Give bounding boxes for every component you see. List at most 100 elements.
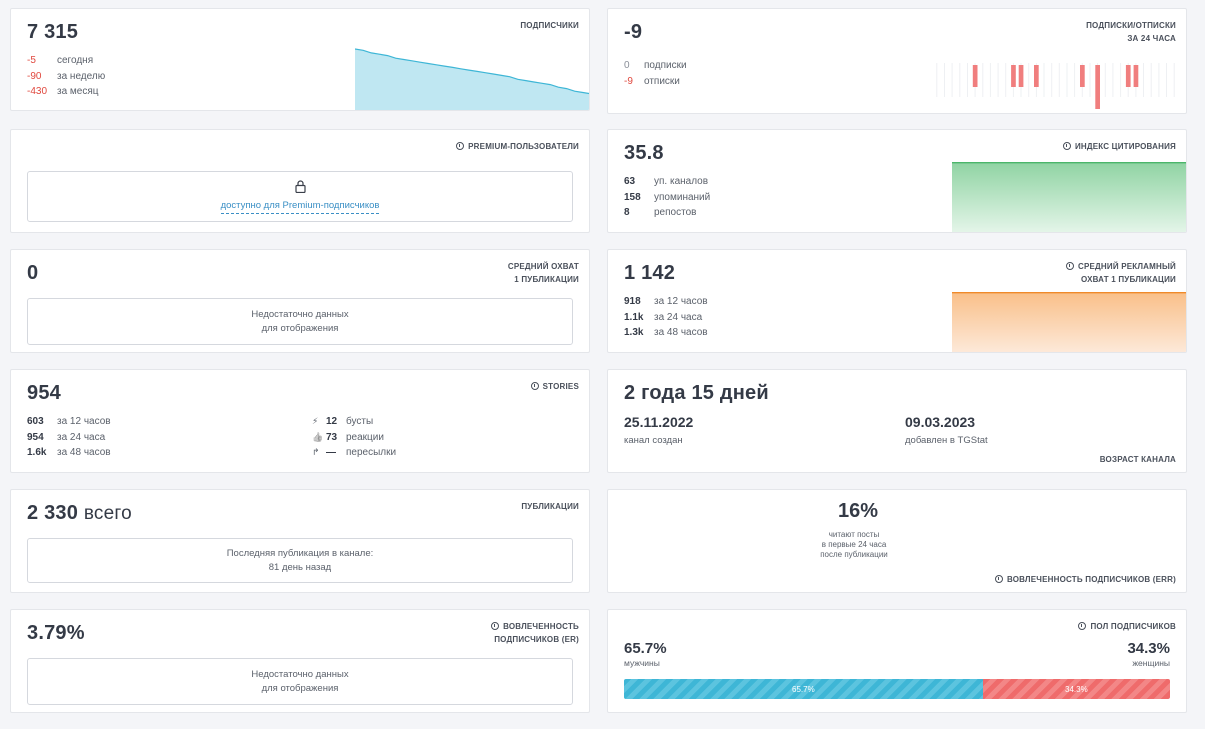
ad-reach-value: 1 142 <box>624 262 676 284</box>
err-description: читают посты в первые 24 часа после публ… <box>608 530 1100 560</box>
premium-card: PREMIUM-ПОЛЬЗОВАТЕЛИ доступно для Premiu… <box>10 129 590 233</box>
stat-text: за неделю <box>57 70 106 82</box>
last-publication-line: Последняя публикация в канале: <box>226 547 374 559</box>
info-icon <box>1062 142 1071 150</box>
unsub-bar <box>1011 65 1016 87</box>
stories-stats: 603 за 12 часов 954 за 24 часа 1.6k за 48 ч… <box>27 414 111 461</box>
stat-value: 954 <box>27 431 44 443</box>
premium-link[interactable]: доступно для Premium-подписчиков <box>220 199 380 214</box>
ad-reach-card: 1 142 СРЕДНИЙ РЕКЛАМНЫЙ ОХВАТ 1 ПУБЛИКАЦ… <box>607 249 1187 353</box>
stat-value: 603 <box>27 416 44 427</box>
unsubs-hourly-bars <box>936 63 1175 109</box>
stat-text: бусты <box>346 416 374 427</box>
subs-unsubs-stats: 0 подписки -9 отписки <box>624 58 687 89</box>
stat-text: сегодня <box>57 55 94 66</box>
lock-icon <box>294 179 306 193</box>
ad-reach-stats: 918 за 12 часов 1.1k за 24 часа 1.3k за 48 … <box>624 294 708 341</box>
stat-text: отписки <box>644 75 680 87</box>
ad-reach-area <box>952 292 1186 352</box>
no-data-line: Недостаточно данных <box>251 308 349 320</box>
info-icon <box>456 142 465 150</box>
channel-age-card: 2 года 15 дней 25.11.2022 канал создан 0… <box>607 369 1187 473</box>
stat-text: репостов <box>654 207 697 218</box>
stat-text: за 24 часа <box>57 431 106 443</box>
channel-age-label: ВОЗРАСТ КАНАЛА <box>1099 455 1176 464</box>
thumbs-up-icon: 👍 <box>312 431 324 442</box>
avg-reach-value: 0 <box>27 262 39 284</box>
no-data-line: Недостаточно данных <box>251 668 349 680</box>
stat-value: -5 <box>27 55 36 66</box>
subscribers-card: 7 315 ПОДПИСЧИКИ -5 сегодня -90 за неделю … <box>10 8 590 111</box>
stat-text: подписки <box>644 60 687 71</box>
gender-bar: 65.7% 34.3% <box>624 679 1170 699</box>
no-data-line: для отображения <box>261 682 339 694</box>
female-share: 34.3% <box>1127 640 1170 657</box>
unsub-bar <box>1095 65 1100 109</box>
citation-label: ИНДЕКС ЦИТИРОВАНИЯ <box>1062 140 1176 153</box>
subscribers-stats: -5 сегодня -90 за неделю -430 за месяц <box>27 53 105 100</box>
stories-extra-stats: ⚡ 12 бусты 👍 73 реакции ↱ — пересылки <box>312 414 396 461</box>
stat-value: — <box>326 447 336 458</box>
stat-value: 1.3k <box>624 327 644 338</box>
subscribers-sparkline-line <box>355 48 589 95</box>
last-publication-line: 81 день назад <box>268 561 332 573</box>
last-publication-box: Последняя публикация в канале: 81 день н… <box>27 538 573 583</box>
er-label: ВОВЛЕЧЕННОСТЬ ПОДПИСЧИКОВ (ER) <box>491 620 579 646</box>
stat-value: -430 <box>27 86 48 97</box>
subs-unsubs-card: -9 ПОДПИСКИ/ОТПИСКИ ЗА 24 ЧАСА 0 подписки… <box>607 8 1187 114</box>
female-label: женщины <box>1132 658 1170 668</box>
label-line: ПОДПИСКИ/ОТПИСКИ <box>1086 21 1176 30</box>
no-data-line: для отображения <box>261 322 339 334</box>
stat-value: -90 <box>27 70 42 82</box>
err-card: 16% читают посты в первые 24 часа после … <box>607 489 1187 593</box>
boost-icon: ⚡ <box>312 416 319 426</box>
subscribers-label: ПОДПИСЧИКИ <box>520 21 579 30</box>
info-icon <box>1078 622 1087 630</box>
stat-value: 0 <box>624 60 630 71</box>
stat-text: за 48 часов <box>57 447 111 458</box>
male-label: мужчины <box>624 658 660 668</box>
desc-line: после публикации <box>820 550 888 559</box>
er-no-data: Недостаточно данных для отображения <box>27 658 573 705</box>
unsub-bar <box>972 65 978 87</box>
unsub-bar <box>1018 65 1024 87</box>
stat-value: 63 <box>624 176 636 187</box>
premium-lock-box: доступно для Premium-подписчиков <box>27 171 573 222</box>
stat-value: -9 <box>624 75 633 87</box>
created-date: 25.11.2022 <box>624 414 694 430</box>
stat-text: за 12 часов <box>654 296 708 307</box>
stat-value: 12 <box>326 416 338 427</box>
subscribers-sparkline-area <box>355 49 589 110</box>
ad-reach-label: СРЕДНИЙ РЕКЛАМНЫЙ ОХВАТ 1 ПУБЛИКАЦИИ <box>1065 260 1176 286</box>
stat-text: за 12 часов <box>57 416 111 427</box>
stories-value: 954 <box>27 382 61 404</box>
subs-unsubs-value: -9 <box>624 21 643 43</box>
unsub-bar <box>1133 65 1139 87</box>
citation-card: 35.8 ИНДЕКС ЦИТИРОВАНИЯ 63 уп. каналов 15… <box>607 129 1187 233</box>
avg-reach-card: 0 СРЕДНИЙ ОХВАТ 1 ПУБЛИКАЦИИ Недостаточн… <box>10 249 590 353</box>
stat-value: 1.6k <box>27 447 47 458</box>
stat-text: упоминаний <box>654 191 711 203</box>
stat-text: за месяц <box>57 86 99 97</box>
publications-card: 2 330 всего ПУБЛИКАЦИИ Последняя публика… <box>10 489 590 593</box>
stories-label: STORIES <box>530 380 579 393</box>
stat-value: 8 <box>624 207 630 218</box>
ad-reach-area-chart <box>952 292 1186 352</box>
gender-label: ПОЛ ПОДПИСЧИКОВ <box>1078 620 1176 633</box>
label-line: 1 ПУБЛИКАЦИИ <box>514 275 579 284</box>
unsub-bar <box>1080 65 1085 87</box>
gender-bar-female: 34.3% <box>982 679 1170 699</box>
info-icon <box>530 382 539 390</box>
stat-value: 1.1k <box>624 311 644 323</box>
stat-text: уп. каналов <box>654 176 709 187</box>
stat-value: 158 <box>624 191 641 203</box>
premium-label: PREMIUM-ПОЛЬЗОВАТЕЛИ <box>456 140 579 153</box>
er-card: 3.79% ВОВЛЕЧЕННОСТЬ ПОДПИСЧИКОВ (ER) Нед… <box>10 609 590 713</box>
label-line: ЗА 24 ЧАСА <box>1127 34 1176 43</box>
info-icon <box>491 622 500 630</box>
added-date: 09.03.2023 <box>905 414 976 430</box>
err-value: 16% <box>837 500 879 522</box>
stat-text: пересылки <box>346 447 397 458</box>
subscribers-sparkline <box>355 48 589 110</box>
avg-reach-label: СРЕДНИЙ ОХВАТ 1 ПУБЛИКАЦИИ <box>508 260 579 286</box>
